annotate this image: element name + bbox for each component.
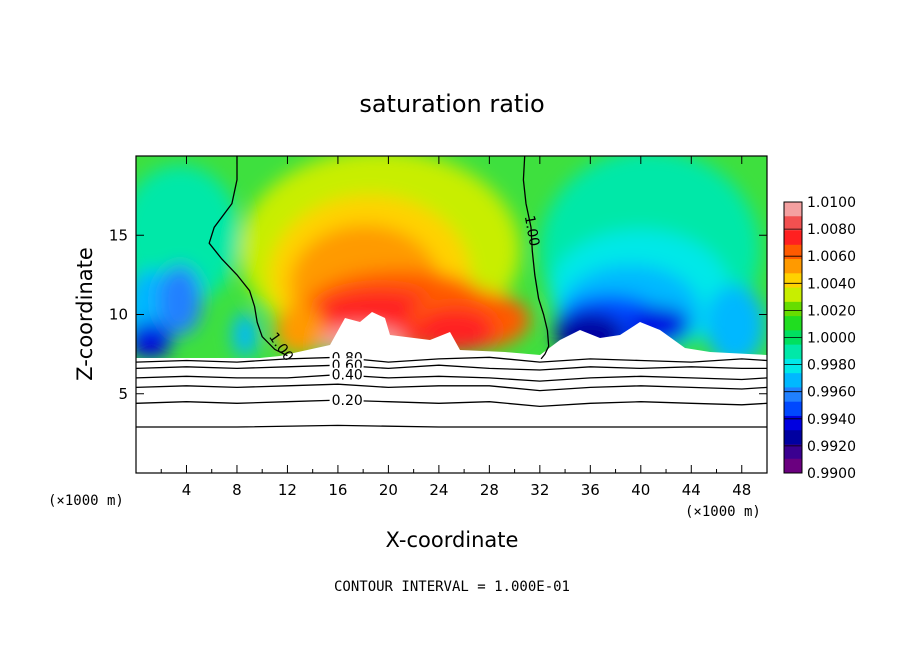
contour-line-6 — [135, 399, 768, 408]
saturation-field — [136, 156, 767, 473]
colorbar-swatch-10 — [784, 344, 802, 360]
x-unit-label-left: (×1000 m) — [48, 493, 124, 509]
contour-line-2 — [135, 356, 768, 363]
colorbar-label-10: 0.9900 — [807, 466, 856, 482]
y-tick-label-1: 10 — [109, 306, 128, 324]
colorbar-label-2: 1.0060 — [807, 249, 856, 265]
colorbar-swatch-12 — [784, 373, 802, 388]
y-tick-label-0: 5 — [118, 385, 128, 403]
colorbar-label-1: 1.0080 — [807, 222, 856, 238]
contour-label-bg-4 — [329, 367, 364, 382]
x-tick-label-5: 24 — [429, 481, 448, 499]
y-axis-label: Z-coordinate — [73, 247, 97, 381]
colorbar-swatch-2 — [784, 230, 802, 246]
colorbar-swatch-17 — [784, 444, 802, 460]
x-tick-label-1: 8 — [232, 481, 242, 499]
x-tick-label-6: 28 — [480, 481, 499, 499]
x-axis-ticks: 4 8 12 16 20 24 28 32 36 40 44 48 — [160, 156, 751, 499]
colorbar-label-0: 1.0100 — [807, 195, 856, 211]
x-tick-label-7: 32 — [530, 481, 549, 499]
colorbar-swatch-6 — [784, 287, 802, 303]
colorbar-swatch-18 — [784, 458, 802, 474]
contour-line-3 — [135, 364, 767, 371]
x-tick-label-10: 44 — [682, 481, 701, 499]
colorbar-label-7: 0.9960 — [807, 385, 856, 401]
x-tick-label-2: 12 — [278, 481, 297, 499]
x-tick-label-3: 16 — [328, 481, 347, 499]
x-tick-label-8: 36 — [581, 481, 600, 499]
colorbar-label-3: 1.0040 — [807, 276, 856, 292]
contour-label-6: 0.20 — [332, 393, 363, 409]
colorbar-swatch-15 — [784, 415, 802, 431]
contour-line-4 — [135, 374, 768, 382]
x-axis-label: X-coordinate — [386, 528, 519, 552]
contour-line-0 — [208, 156, 288, 357]
colorbar-swatch-4 — [784, 259, 802, 274]
colorbar-label-5: 1.0000 — [807, 331, 856, 347]
colorbar-label-9: 0.9920 — [807, 439, 856, 455]
colorbar-swatch-0 — [784, 202, 802, 217]
colorbar-label-6: 0.9980 — [807, 358, 856, 374]
colorbar-label-4: 1.0020 — [807, 303, 856, 319]
colorbar-swatch-13 — [784, 387, 802, 403]
colorbar-label-8: 0.9940 — [807, 412, 856, 428]
x-tick-label-11: 48 — [732, 481, 751, 499]
colorbar-swatch-7 — [784, 301, 802, 317]
colorbar-swatch-1 — [784, 216, 802, 232]
contour-lines — [135, 155, 768, 428]
colorbar-swatch-16 — [784, 430, 802, 445]
contour-label-1: 1.00 — [521, 214, 542, 247]
colorbar-swatch-14 — [784, 401, 802, 417]
contour-line-1 — [522, 155, 550, 360]
contour-interval-footer: CONTOUR INTERVAL = 1.000E-01 — [334, 579, 570, 595]
colorbar-swatch-5 — [784, 273, 802, 289]
contour-label-bg-6 — [329, 393, 364, 408]
contour-line-7 — [136, 424, 767, 428]
contour-label-4: 0.40 — [332, 368, 363, 384]
contour-line-5 — [135, 383, 768, 392]
y-tick-label-2: 15 — [109, 226, 128, 244]
y-axis-ticks: 5 10 15 — [109, 226, 767, 403]
x-tick-label-9: 40 — [631, 481, 650, 499]
chart-title: saturation ratio — [359, 90, 544, 118]
colorbar-swatch-11 — [784, 358, 802, 374]
contour-labels: 1.001.000.800.600.400.20 — [265, 214, 542, 409]
x-tick-label-4: 20 — [379, 481, 398, 499]
x-tick-label-0: 4 — [182, 481, 192, 499]
colorbar-swatch-8 — [784, 316, 802, 331]
colorbar-swatch-3 — [784, 244, 802, 260]
x-unit-label-right: (×1000 m) — [685, 504, 761, 520]
colorbar: 1.0100 1.0080 1.0060 1.0040 1.0020 1.0000 0.99… — [783, 195, 856, 482]
